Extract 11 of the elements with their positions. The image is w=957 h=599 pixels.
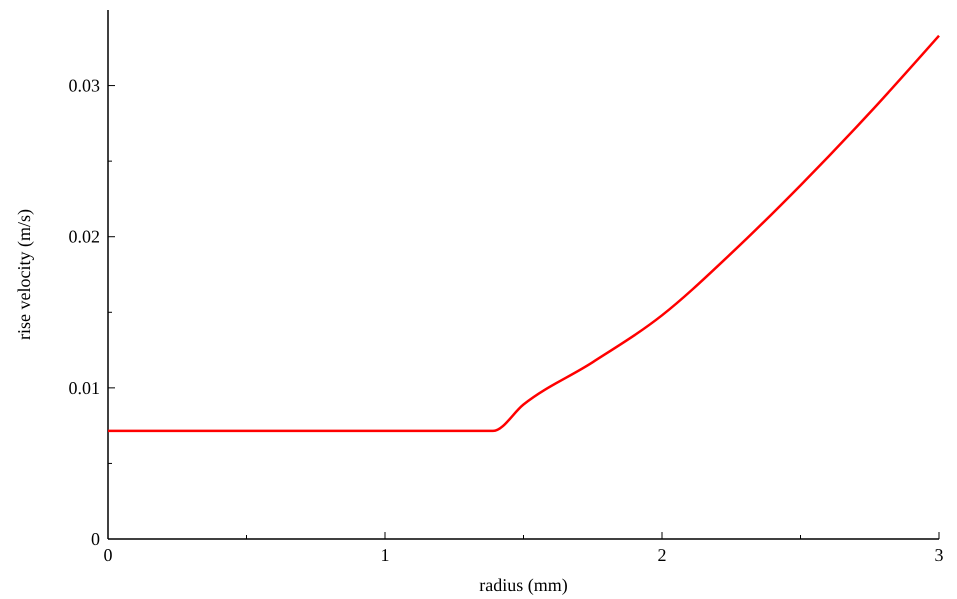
x-tick-label: 1 bbox=[380, 545, 390, 565]
y-tick-label: 0.03 bbox=[68, 76, 100, 96]
x-tick-label: 3 bbox=[934, 545, 944, 565]
x-axis-title: radius (mm) bbox=[479, 575, 568, 595]
x-tick-label: 2 bbox=[658, 545, 666, 565]
x-tick-label: 0 bbox=[104, 545, 112, 565]
y-tick-label: 0 bbox=[91, 529, 100, 549]
y-axis-title: rise velocity (m/s) bbox=[14, 209, 34, 340]
y-tick-label: 0.01 bbox=[68, 378, 100, 398]
line-series bbox=[106, 34, 940, 432]
y-tick-label: 0.02 bbox=[68, 226, 100, 247]
